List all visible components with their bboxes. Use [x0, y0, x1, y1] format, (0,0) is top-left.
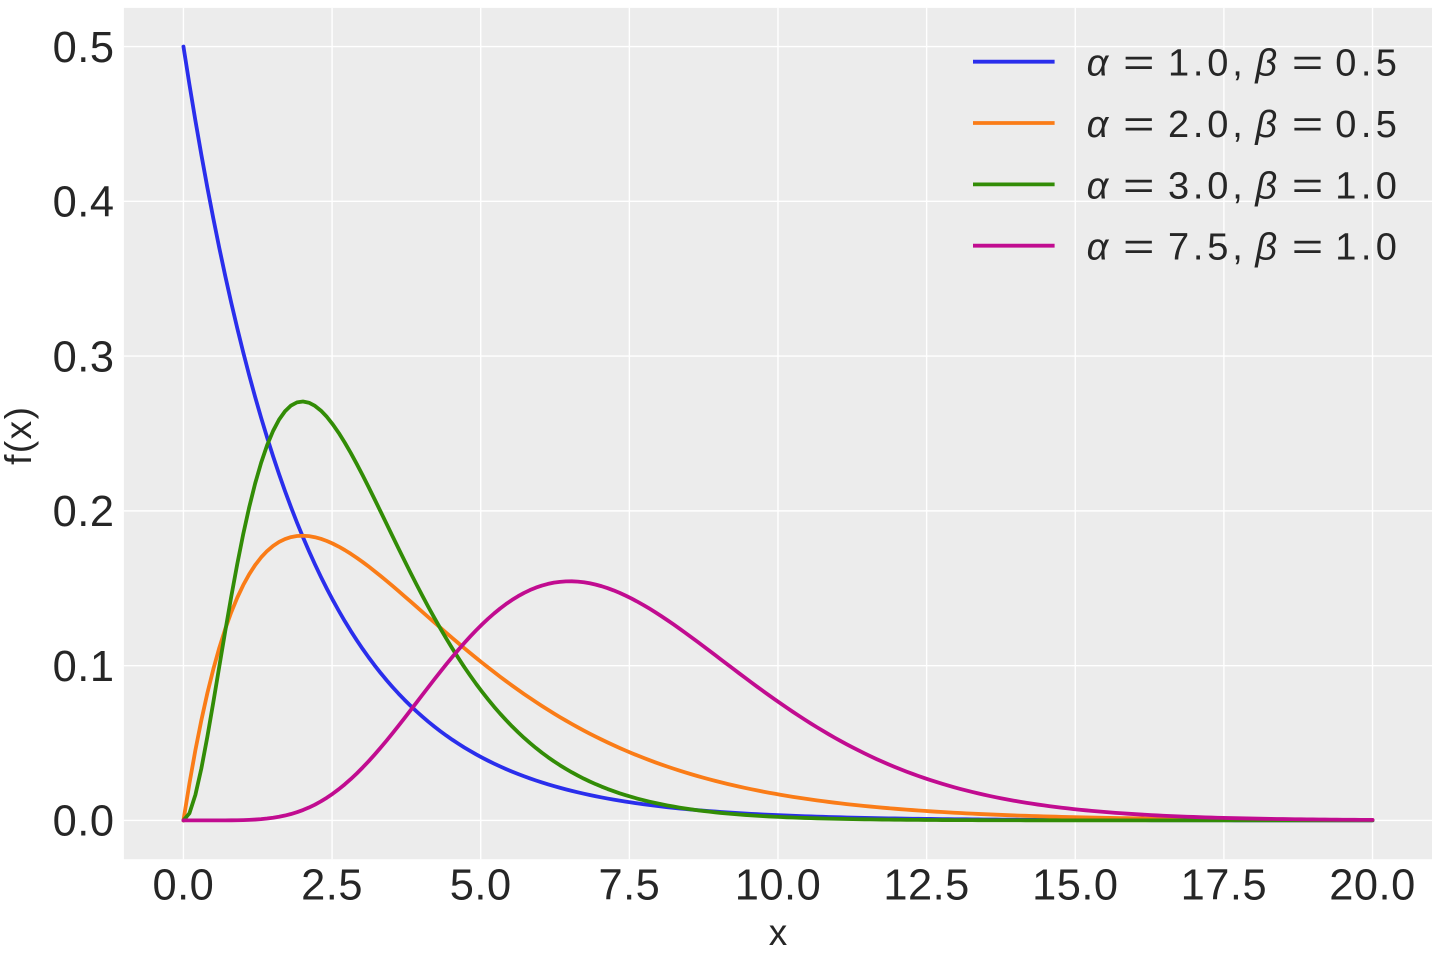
svg-text:1.0: 1.0	[1335, 165, 1401, 207]
svg-text:0.3: 0.3	[53, 333, 115, 381]
svg-text:β: β	[1254, 227, 1277, 269]
svg-text:=: =	[1292, 164, 1324, 206]
svg-text:1.0,: 1.0,	[1168, 43, 1247, 85]
svg-text:10.0: 10.0	[735, 861, 821, 909]
svg-text:x: x	[769, 912, 789, 953]
svg-text:0.5: 0.5	[1335, 104, 1401, 146]
svg-text:α: α	[1087, 104, 1110, 146]
svg-text:12.5: 12.5	[883, 861, 969, 909]
svg-text:α: α	[1087, 165, 1110, 207]
svg-text:7.5: 7.5	[598, 861, 660, 909]
svg-text:1.0: 1.0	[1335, 227, 1401, 269]
svg-text:20.0: 20.0	[1329, 861, 1415, 909]
svg-text:=: =	[1123, 103, 1155, 145]
svg-text:0.1: 0.1	[53, 643, 115, 691]
svg-text:α: α	[1087, 227, 1110, 269]
svg-text:=: =	[1123, 41, 1155, 83]
svg-text:2.5: 2.5	[301, 861, 363, 909]
svg-text:7.5,: 7.5,	[1168, 227, 1247, 269]
svg-text:=: =	[1123, 164, 1155, 206]
svg-text:0.4: 0.4	[53, 179, 115, 227]
svg-text:α: α	[1087, 43, 1110, 85]
svg-text:0.5: 0.5	[1335, 43, 1401, 85]
svg-text:15.0: 15.0	[1032, 861, 1118, 909]
svg-text:0.0: 0.0	[53, 798, 115, 846]
svg-text:=: =	[1292, 41, 1324, 83]
svg-text:=: =	[1292, 225, 1324, 267]
svg-text:17.5: 17.5	[1181, 861, 1267, 909]
svg-text:f(x): f(x)	[0, 405, 39, 464]
svg-text:0.0: 0.0	[152, 861, 214, 909]
svg-text:0.2: 0.2	[53, 488, 115, 536]
svg-text:β: β	[1254, 165, 1277, 207]
svg-text:2.0,: 2.0,	[1168, 104, 1247, 146]
svg-text:=: =	[1123, 225, 1155, 267]
svg-text:3.0,: 3.0,	[1168, 165, 1247, 207]
svg-text:β: β	[1254, 43, 1277, 85]
svg-text:5.0: 5.0	[450, 861, 512, 909]
svg-text:=: =	[1292, 103, 1324, 145]
svg-text:0.5: 0.5	[53, 24, 115, 72]
svg-text:β: β	[1254, 104, 1277, 146]
